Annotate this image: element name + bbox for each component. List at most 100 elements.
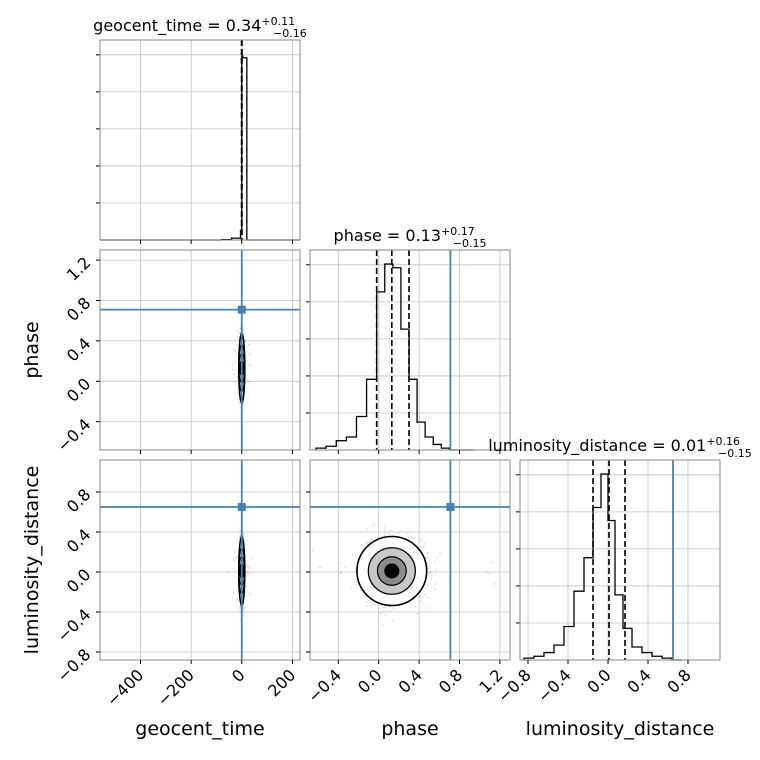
scatter-point xyxy=(418,596,421,599)
scatter-point xyxy=(364,595,367,598)
scatter-point xyxy=(415,605,417,608)
scatter-point xyxy=(512,555,514,557)
x-axis-label-phase: phase xyxy=(381,718,438,740)
scatter-point xyxy=(319,566,321,569)
y-tick-label-phase: 1.2 xyxy=(63,253,94,284)
scatter-point xyxy=(371,537,373,540)
scatter-point xyxy=(247,343,250,346)
scatter-point xyxy=(409,602,412,605)
panel-title-phase: phase = 0.13+0.17 −0.15 xyxy=(334,225,487,250)
scatter-point xyxy=(398,530,401,533)
scatter-point xyxy=(410,537,412,539)
scatter-point xyxy=(244,339,247,342)
scatter-point xyxy=(493,583,496,585)
scatter-point xyxy=(264,562,266,564)
scatter-point xyxy=(367,541,370,543)
scatter-point xyxy=(239,327,242,330)
scatter-point xyxy=(425,607,428,610)
scatter-point xyxy=(243,332,246,335)
scatter-point xyxy=(233,348,235,351)
scatter-point xyxy=(355,580,358,583)
y-axis-label-phase: phase xyxy=(21,321,43,378)
scatter-point xyxy=(426,556,429,558)
scatter-point xyxy=(391,619,394,622)
panel-frame xyxy=(309,249,511,451)
x-tick-label-phase: 0.0 xyxy=(354,665,385,696)
scatter-point xyxy=(245,574,248,577)
scatter-point xyxy=(249,364,251,367)
scatter-point xyxy=(234,551,236,553)
scatter-point xyxy=(380,612,382,615)
y-tick-label-phase: 0.0 xyxy=(63,374,94,405)
scatter-point xyxy=(396,531,399,534)
scatter-point xyxy=(384,528,386,530)
scatter-point xyxy=(419,595,422,598)
scatter-point xyxy=(242,614,245,617)
x-tick-label-luminosity_distance: 0.0 xyxy=(583,665,614,696)
scatter-point xyxy=(410,536,413,538)
scatter-point xyxy=(234,557,237,560)
scatter-point xyxy=(247,573,250,575)
scatter-point xyxy=(433,560,436,563)
scatter-point xyxy=(236,597,238,600)
x-tick-label-geocent_time: −200 xyxy=(153,665,198,710)
x-tick-label-luminosity_distance: −0.4 xyxy=(534,665,575,706)
scatter-point xyxy=(370,537,372,540)
scatter-point xyxy=(365,542,368,545)
x-axis-label-geocent_time: geocent_time xyxy=(135,718,264,740)
scatter-point xyxy=(420,546,422,548)
y-tick-label-phase: −0.4 xyxy=(53,415,94,456)
scatter-point xyxy=(383,534,386,537)
scatter-point xyxy=(239,534,242,537)
histogram-geocent_time xyxy=(100,55,300,241)
truth-marker xyxy=(446,503,455,511)
scatter-point xyxy=(406,532,409,535)
scatter-point xyxy=(245,563,248,566)
scatter-point xyxy=(248,380,250,383)
scatter-point xyxy=(422,546,425,549)
scatter-point xyxy=(242,608,245,610)
scatter-point xyxy=(537,552,539,554)
scatter-point xyxy=(250,557,253,560)
scatter-point xyxy=(242,609,245,612)
scatter-point xyxy=(360,543,363,546)
density-contour-3 xyxy=(384,563,400,579)
panel-title-luminosity_distance: luminosity_distance = 0.01+0.16 −0.15 xyxy=(488,435,752,460)
y-tick-label-luminosity_distance: −0.8 xyxy=(53,645,94,686)
x-axis-label-luminosity_distance: luminosity_distance xyxy=(526,718,715,740)
scatter-point xyxy=(339,571,342,574)
scatter-point xyxy=(424,587,426,590)
scatter-point xyxy=(366,604,368,607)
scatter-point xyxy=(418,594,421,597)
panel-title-geocent_time: geocent_time = 0.34+0.11 −0.16 xyxy=(93,15,307,40)
x-tick-label-phase: 0.4 xyxy=(394,665,425,696)
scatter-point xyxy=(354,587,357,590)
scatter-point xyxy=(365,600,368,603)
scatter-panel-phase-luminosity_distance xyxy=(264,459,539,664)
scatter-point xyxy=(235,343,238,346)
y-tick-label-luminosity_distance: 0.8 xyxy=(63,485,94,516)
x-tick-label-geocent_time: −400 xyxy=(103,665,148,710)
x-tick-label-luminosity_distance: −0.8 xyxy=(494,665,535,706)
scatter-point xyxy=(372,523,375,526)
scatter-point xyxy=(236,555,238,558)
scatter-point xyxy=(491,561,494,564)
scatter-point xyxy=(426,551,429,554)
y-tick-label-luminosity_distance: −0.4 xyxy=(53,605,94,646)
scatter-point xyxy=(354,583,357,585)
scatter-point xyxy=(435,569,437,572)
scatter-point xyxy=(430,577,433,580)
y-axis-label-luminosity_distance: luminosity_distance xyxy=(21,466,43,655)
scatter-point xyxy=(423,593,426,596)
scatter-point xyxy=(247,397,249,399)
scatter-point xyxy=(249,592,252,595)
scatter-point xyxy=(246,565,249,568)
scatter-point xyxy=(355,557,358,560)
scatter-point xyxy=(420,539,423,541)
x-tick-label-phase: 0.8 xyxy=(435,665,466,696)
scatter-point xyxy=(428,567,430,570)
scatter-point xyxy=(388,532,390,535)
panel-frame xyxy=(99,39,301,241)
scatter-point xyxy=(232,559,235,561)
